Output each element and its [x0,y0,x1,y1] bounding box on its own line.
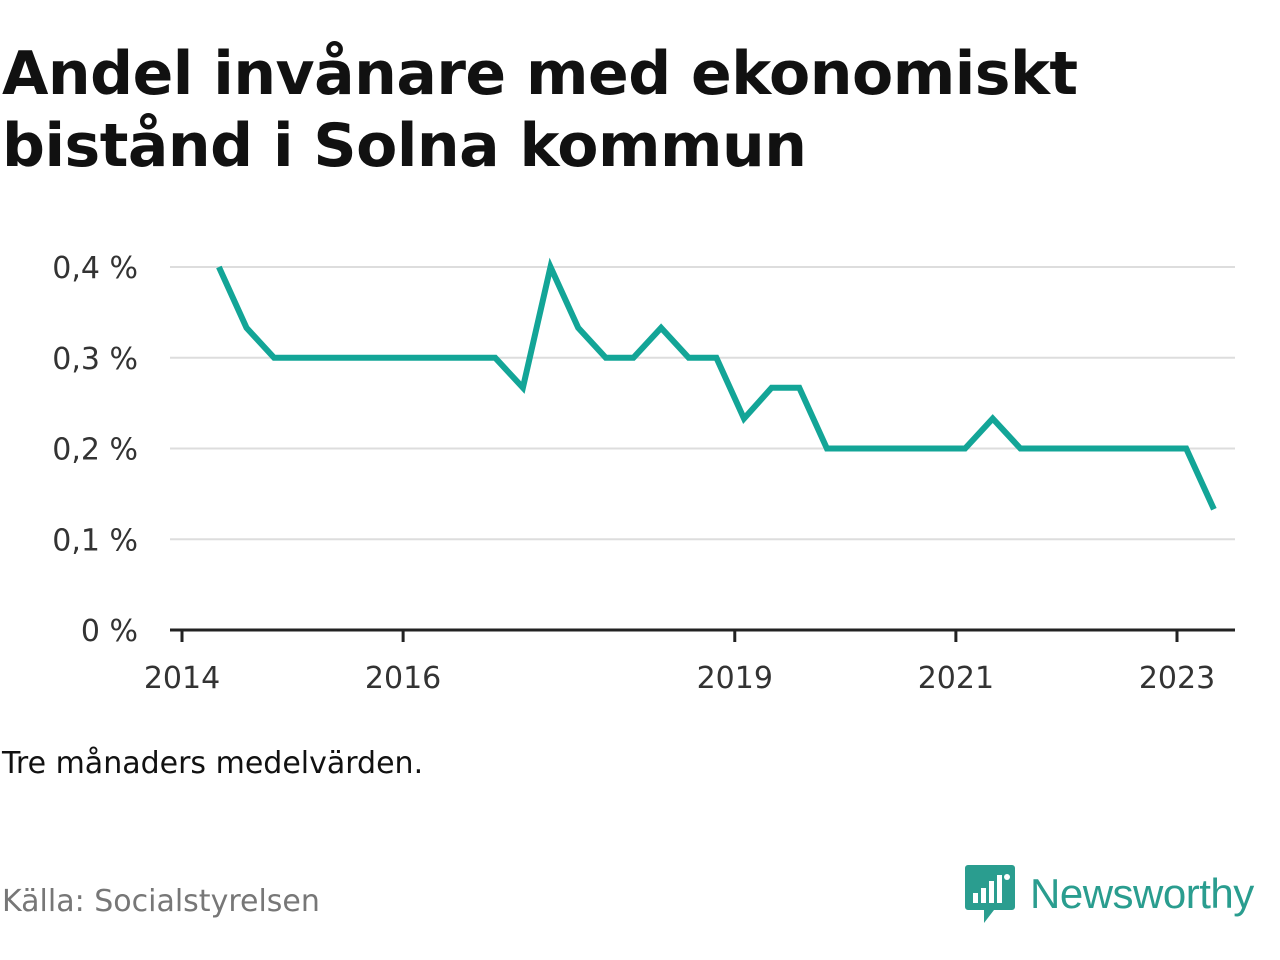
data-point [1045,446,1051,452]
data-point [1128,446,1134,452]
gridlines [170,266,1235,541]
data-point [796,385,802,391]
data-point [299,355,305,361]
x-tick-label: 2023 [1139,661,1215,696]
data-point [243,325,249,331]
data-point [630,355,636,361]
data-point [409,355,415,361]
data-point [824,446,830,452]
data-point [437,355,443,361]
x-axis: 2014 2016 2019 2021 2023 [144,628,1235,696]
brand-name: Newsworthy [1030,870,1254,917]
data-point [879,446,885,452]
data-point [658,325,664,331]
data-point [382,355,388,361]
x-tick-label: 2014 [144,661,220,696]
x-tick-label: 2021 [918,661,994,696]
data-point [990,416,996,422]
data-point [852,446,858,452]
data-point [934,446,940,452]
data-point [907,446,913,452]
series-line [216,257,1217,511]
series-group [216,257,1217,512]
y-tick-label: 0,2 % [52,433,138,468]
source-text: Källa: Socialstyrelsen [2,884,320,919]
y-tick-label: 0,3 % [52,342,138,377]
data-point [575,325,581,331]
x-tick-label: 2019 [697,661,773,696]
data-point [492,355,498,361]
data-point [465,355,471,361]
line-chart: 0 % 0,1 % 0,2 % 0,3 % 0,4 % 2014 2016 2019 2021… [52,251,1235,696]
data-point [686,355,692,361]
newsworthy-logo-icon [965,865,1015,923]
chart-note: Tre månaders medelvärden. [2,746,424,781]
data-point [326,355,332,361]
chart-title: Andel invånare med ekonomiskt bistånd i … [2,39,1078,181]
brand-logo: Newsworthy [964,862,1254,926]
data-point [354,355,360,361]
x-tick-label: 2016 [365,661,441,696]
data-point [216,264,222,270]
data-point [271,355,277,361]
data-point [962,446,968,452]
y-tick-label: 0 % [81,614,138,649]
data-point [713,355,719,361]
data-point [520,385,526,391]
data-point [769,385,775,391]
data-point [1017,446,1023,452]
y-tick-label: 0,1 % [52,523,138,558]
data-point [1073,446,1079,452]
data-point [1100,446,1106,452]
data-point [1156,446,1162,452]
data-point [741,416,747,422]
data-point [603,355,609,361]
data-point [1211,506,1217,512]
data-point [548,264,554,270]
y-axis-ticks: 0 % 0,1 % 0,2 % 0,3 % 0,4 % [52,251,138,649]
data-point [1183,446,1189,452]
y-tick-label: 0,4 % [52,251,138,286]
